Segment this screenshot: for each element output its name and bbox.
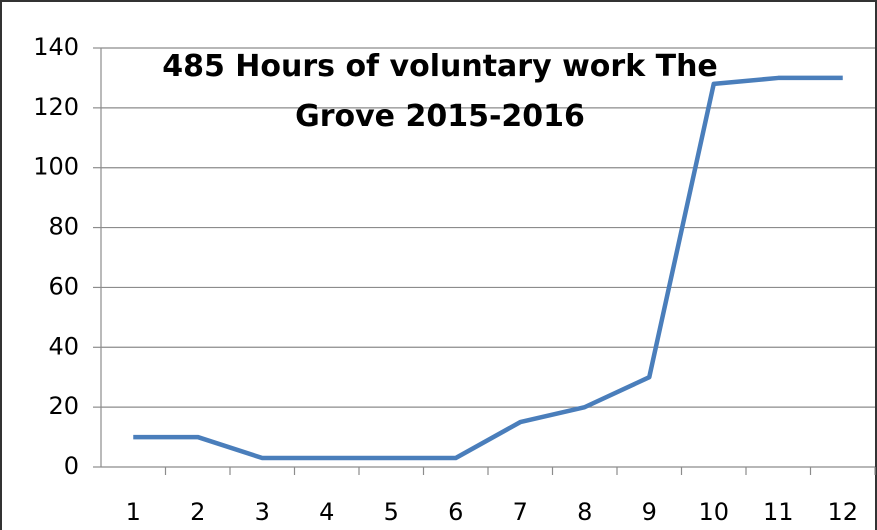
x-tick-label: 2 [190,498,205,526]
x-tick-label: 1 [126,498,141,526]
x-tick-label: 6 [448,498,463,526]
x-tick-label: 4 [319,498,334,526]
chart-title: 485 Hours of voluntary work The Grove 20… [162,49,718,134]
x-tick-label: 9 [642,498,657,526]
y-tick-label: 0 [64,452,79,480]
x-tick-label: 7 [513,498,528,526]
x-tick-label: 3 [255,498,270,526]
x-tick-label: 10 [698,498,729,526]
y-tick-label: 120 [33,93,79,121]
x-tick-label: 11 [763,498,794,526]
x-tick-label: 12 [827,498,858,526]
data-line [133,75,843,461]
y-tick-label: 40 [48,332,79,360]
y-tick-label: 20 [48,392,79,420]
y-tick-label: 140 [33,33,79,61]
x-tick-label: 5 [384,498,399,526]
y-tick-label: 100 [33,153,79,181]
y-tick-label: 60 [48,272,79,300]
x-tick-label: 8 [577,498,592,526]
y-tick-label: 80 [48,213,79,241]
